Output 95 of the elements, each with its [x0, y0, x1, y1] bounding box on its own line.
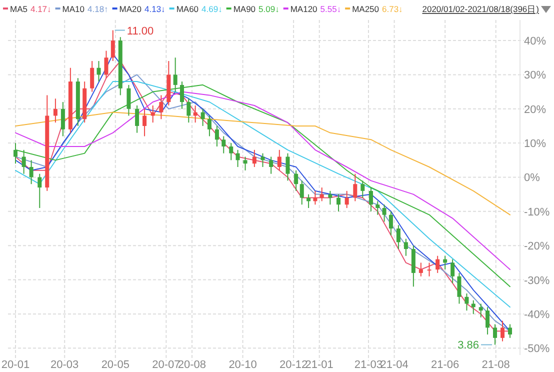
candlestick [418, 262, 423, 277]
candlestick [328, 190, 332, 206]
candlestick [388, 210, 393, 236]
legend-label: MA5 [10, 4, 28, 14]
x-tick-label: 20-01 [1, 359, 30, 371]
annotation: 11.00 [126, 25, 154, 38]
x-tick-label: 20-08 [178, 359, 206, 371]
x-tick-label: 20-10 [228, 359, 257, 371]
legend-label: MA20 [119, 4, 142, 14]
candlestick [336, 194, 341, 212]
candlestick [493, 324, 498, 346]
x-tick-label: 20-03 [50, 359, 79, 371]
candlestick [252, 149, 256, 168]
candlestick [320, 187, 324, 202]
y-tick-label: -30% [524, 274, 550, 287]
legend-label: MA120 [290, 4, 318, 14]
candlestick [486, 306, 490, 335]
text: 5.55↓ [320, 4, 342, 14]
candlestick [450, 258, 455, 284]
candlestick [243, 156, 248, 171]
text: 4.18↑ [88, 4, 108, 14]
candlestick [294, 170, 298, 192]
legend-label: MA10 [62, 4, 85, 14]
x-tick-label: 20-05 [101, 359, 130, 371]
candlestick [200, 108, 205, 126]
text: 4.13↓ [144, 4, 166, 14]
candlestick [135, 104, 140, 134]
candlestick [436, 255, 440, 274]
candlestick [382, 204, 386, 222]
text: 6.73↓ [382, 4, 403, 14]
x-tick-label: 20-12 [279, 359, 308, 371]
candlestick [236, 149, 240, 168]
y-tick-label: -20% [524, 240, 550, 253]
x-tick-label: 21-03 [354, 359, 383, 371]
candlestick [22, 149, 26, 174]
chart-subtitle: 2020/01/02-2021/08/18(396日) [422, 4, 540, 14]
candlestick [277, 149, 282, 171]
text: 4.17↓ [30, 4, 52, 14]
candlestick [464, 292, 469, 312]
candlestick [53, 98, 58, 124]
candlestick [229, 142, 234, 161]
candlestick [360, 180, 365, 198]
x-tick-label: 21-04 [380, 359, 408, 371]
candlestick [214, 125, 219, 147]
candlestick [300, 180, 304, 206]
candlestick [269, 156, 274, 174]
candlestick [110, 30, 115, 62]
candlestick [353, 173, 358, 202]
candlestick [500, 320, 505, 342]
y-tick-label: 0% [524, 172, 540, 184]
y-tick-label: 40% [524, 36, 546, 48]
candlestick [96, 60, 101, 82]
candlestick [404, 238, 408, 256]
y-tick-label: -10% [524, 206, 550, 218]
candlestick [104, 50, 108, 79]
x-tick-label: 21-01 [305, 359, 334, 371]
text: 4.69↓ [202, 4, 222, 14]
candlestick [344, 190, 349, 209]
x-tick-label: 20-07 [152, 359, 180, 371]
candlestick [60, 102, 65, 137]
candlestick [207, 115, 212, 137]
candlestick [411, 245, 416, 288]
candlestick [126, 84, 131, 116]
candlestick [457, 272, 462, 304]
candlestick [368, 187, 373, 212]
legend-label: MA90 [233, 4, 256, 14]
annotation: 3.86 [458, 340, 480, 352]
candlestick [222, 136, 226, 154]
text: 5.09↓ [258, 4, 280, 14]
candlestick [260, 152, 265, 168]
candlestick [90, 60, 94, 92]
candlestick [142, 108, 147, 137]
candlestick [13, 142, 18, 164]
legend-label: MA250 [352, 4, 380, 14]
candlestick [508, 324, 512, 338]
y-tick-label: 10% [524, 138, 546, 150]
candlestick [180, 81, 184, 110]
candlestick [173, 57, 178, 92]
y-tick-label: -50% [524, 343, 550, 356]
candlestick [29, 160, 34, 185]
y-tick-label: -40% [524, 308, 550, 321]
legend-label: MA60 [176, 4, 199, 14]
candlestick [38, 173, 42, 209]
candlestick [478, 303, 483, 318]
y-tick-label: 20% [524, 104, 546, 116]
candlestick [186, 98, 191, 124]
y-tick-label: 30% [524, 70, 546, 82]
x-tick-label: 21-06 [431, 359, 460, 371]
candlestick [159, 94, 164, 120]
candlestick [471, 300, 476, 314]
candlestick [427, 262, 432, 277]
x-tick-label: 21-08 [482, 359, 510, 371]
candlestick [376, 200, 380, 216]
candlestick [396, 224, 400, 250]
candlestick [286, 152, 290, 182]
